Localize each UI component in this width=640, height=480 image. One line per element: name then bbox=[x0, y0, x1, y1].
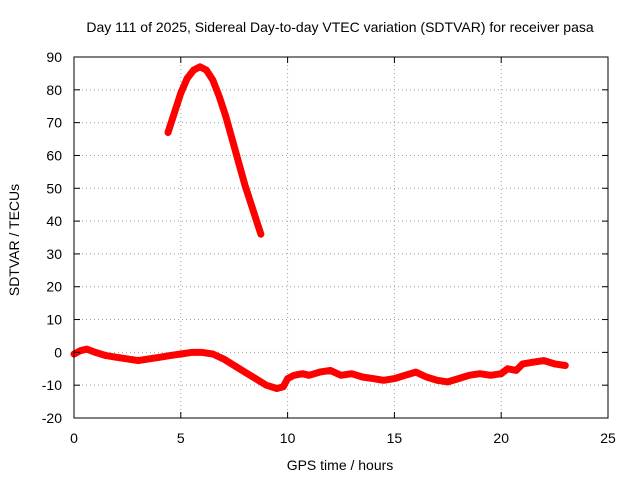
data-point bbox=[209, 350, 216, 358]
y-tick-label: -20 bbox=[42, 410, 62, 426]
data-point bbox=[92, 349, 99, 356]
data-point bbox=[273, 385, 281, 392]
y-tick-label: 80 bbox=[46, 82, 62, 98]
data-point bbox=[228, 135, 236, 143]
data-point bbox=[380, 377, 387, 384]
data-point bbox=[337, 372, 345, 379]
data-point bbox=[498, 370, 505, 377]
axis-ticks bbox=[73, 56, 609, 419]
data-point bbox=[241, 368, 249, 376]
data-point bbox=[124, 355, 131, 363]
chart-title: Day 111 of 2025, Sidereal Day-to-day VTE… bbox=[86, 19, 594, 35]
x-axis-label: GPS time / hours bbox=[287, 457, 394, 473]
x-tick-label: 10 bbox=[280, 430, 296, 446]
data-point bbox=[487, 372, 494, 379]
data-point bbox=[190, 66, 197, 74]
data-point bbox=[241, 181, 249, 189]
data-point bbox=[401, 372, 409, 379]
data-point bbox=[216, 93, 223, 100]
data-point bbox=[562, 362, 569, 369]
y-tick-label: 50 bbox=[46, 180, 62, 196]
data-point bbox=[222, 112, 229, 120]
data-point bbox=[466, 372, 473, 379]
data-point bbox=[280, 383, 287, 390]
data-point bbox=[254, 221, 261, 228]
data-point bbox=[263, 382, 270, 389]
data-point bbox=[164, 129, 172, 136]
y-tick-label: 20 bbox=[46, 279, 62, 295]
data-point bbox=[83, 345, 91, 353]
data-point bbox=[113, 354, 120, 361]
y-tick-label: 90 bbox=[46, 49, 62, 65]
data-point bbox=[433, 377, 441, 384]
data-point bbox=[519, 360, 526, 368]
data-point bbox=[284, 375, 291, 382]
y-tick-label: 0 bbox=[54, 344, 62, 360]
data-point bbox=[391, 375, 398, 382]
data-point bbox=[102, 352, 110, 359]
data-point bbox=[299, 370, 306, 377]
data-point bbox=[177, 89, 184, 97]
data-point bbox=[359, 373, 366, 381]
data-point bbox=[316, 368, 323, 376]
plot-series bbox=[70, 63, 569, 392]
data-point bbox=[252, 375, 259, 382]
x-tick-label: 25 bbox=[600, 430, 616, 446]
series-line-high-arc bbox=[164, 63, 265, 238]
data-point bbox=[348, 370, 355, 377]
axis-tick-labels: 0 5 10 15 20 25 -20 -10 0 10 20 30 40 50 60 70 80 90 bbox=[42, 49, 616, 446]
data-point bbox=[530, 359, 537, 366]
y-tick-label: 60 bbox=[46, 147, 62, 163]
y-tick-label: -10 bbox=[42, 377, 62, 393]
data-point bbox=[220, 355, 227, 363]
data-point bbox=[188, 349, 195, 356]
y-axis-label: SDTVAR / TECUs bbox=[6, 184, 22, 296]
data-point bbox=[166, 352, 174, 359]
data-point bbox=[203, 66, 210, 74]
x-tick-label: 15 bbox=[387, 430, 403, 446]
data-point bbox=[177, 350, 184, 358]
data-point bbox=[248, 201, 255, 208]
data-point bbox=[134, 357, 142, 364]
data-point bbox=[423, 373, 430, 381]
data-point bbox=[171, 109, 178, 117]
data-point bbox=[551, 360, 558, 368]
data-point bbox=[184, 75, 191, 82]
data-point bbox=[290, 372, 298, 379]
series-line-main bbox=[70, 345, 569, 392]
x-tick-label: 5 bbox=[177, 430, 185, 446]
data-point bbox=[199, 349, 206, 356]
x-tick-label: 0 bbox=[70, 430, 78, 446]
data-point bbox=[145, 355, 152, 363]
data-point bbox=[476, 370, 483, 377]
data-point bbox=[305, 372, 313, 379]
data-point bbox=[196, 63, 204, 70]
data-point bbox=[327, 367, 334, 374]
plot-frame bbox=[73, 56, 609, 419]
data-point bbox=[504, 365, 511, 372]
x-tick-label: 20 bbox=[493, 430, 509, 446]
data-point bbox=[235, 158, 242, 166]
y-tick-label: 70 bbox=[46, 115, 62, 131]
y-tick-label: 40 bbox=[46, 213, 62, 229]
data-point bbox=[513, 367, 520, 374]
data-point bbox=[77, 347, 84, 354]
y-tick-label: 30 bbox=[46, 246, 62, 262]
data-point bbox=[540, 357, 548, 364]
data-point bbox=[455, 375, 462, 382]
data-point bbox=[412, 368, 419, 376]
data-point bbox=[156, 354, 163, 361]
y-tick-label: 10 bbox=[46, 312, 62, 328]
data-point bbox=[231, 362, 238, 369]
data-point bbox=[444, 378, 451, 386]
grid bbox=[74, 57, 608, 418]
data-point bbox=[257, 231, 265, 238]
data-point bbox=[369, 375, 377, 382]
data-point bbox=[209, 76, 216, 84]
